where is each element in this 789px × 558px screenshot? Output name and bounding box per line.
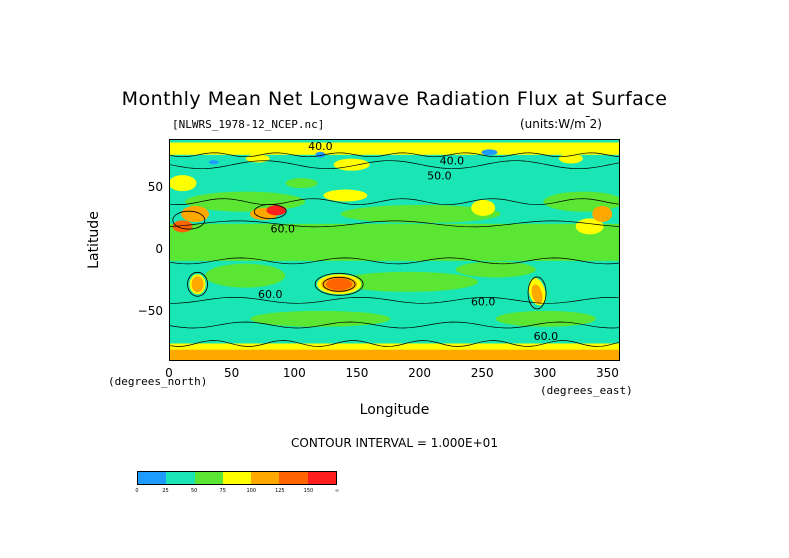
contour-line	[170, 160, 619, 170]
heatmap-region	[315, 151, 326, 158]
heatmap-region	[205, 263, 286, 288]
x-tick-label: 200	[408, 366, 431, 380]
contour-line	[170, 296, 619, 304]
heatmap-region	[170, 175, 197, 192]
colorbar-swatch	[251, 472, 280, 484]
colorbar-tick-label: 75	[219, 488, 226, 494]
contour-ring	[172, 210, 206, 230]
colorbar-tick-label: ∞	[334, 488, 340, 494]
heatmap-region	[266, 205, 287, 216]
contour-value-label: 60.0	[258, 288, 283, 301]
contour-line	[170, 321, 619, 329]
heatmap-region	[181, 206, 210, 222]
contour-line	[170, 220, 619, 228]
colorbar-swatch	[194, 472, 223, 484]
heatmap-region	[455, 261, 536, 278]
colorbar-tick-label: 100	[246, 488, 257, 494]
contour-ring	[527, 276, 547, 310]
heatmap-plot: 40.040.050.060.060.060.060.0	[170, 140, 619, 360]
colorbar-tick-label: 125	[275, 488, 285, 494]
heatmap-region	[208, 160, 219, 165]
colorbar-swatch	[307, 472, 336, 484]
heatmap-region	[326, 278, 353, 291]
colorbar-swatch	[166, 472, 195, 484]
contour-value-label: 60.0	[471, 295, 496, 308]
heatmap-band	[170, 349, 619, 360]
contour-line	[170, 198, 619, 206]
x-tick-label: 250	[470, 366, 494, 380]
x-tick-label: 350	[596, 366, 619, 380]
units-label: (units:W/m 2)	[520, 117, 602, 131]
x-axis-label: Longitude	[359, 402, 430, 418]
x-axis-units: (degrees_east)	[540, 384, 633, 397]
heatmap-region	[575, 218, 604, 235]
colorbar-tick-label: 25	[162, 488, 169, 494]
heatmap-region	[338, 271, 479, 292]
contour-line	[170, 257, 619, 265]
y-axis-label: Latitude	[86, 211, 102, 269]
chart-title: Monthly Mean Net Longwave Radiation Flux…	[121, 88, 668, 110]
heatmap-region	[250, 310, 391, 327]
heatmap-region	[333, 158, 370, 171]
contour-value-label: 40.0	[308, 140, 333, 153]
contour-value-label: 50.0	[427, 169, 452, 182]
contour-value-label: 60.0	[534, 330, 559, 343]
heatmap-region	[340, 205, 501, 223]
contour-line	[170, 340, 619, 347]
heatmap-region	[592, 206, 613, 222]
y-tick-label: 50	[147, 180, 163, 195]
contour-line	[170, 152, 619, 158]
contour-ring	[314, 272, 364, 296]
colorbar-swatch	[279, 472, 308, 484]
colorbar-swatch	[222, 472, 252, 484]
colorbar	[137, 471, 337, 485]
x-tick-label: 150	[345, 366, 369, 380]
file-label: [NLWRS_1978-12_NCEP.nc]	[172, 118, 325, 131]
colorbar-tick-label: 0	[135, 488, 139, 494]
contour-value-label: 60.0	[271, 223, 296, 236]
y-axis-units: (degrees_north)	[108, 375, 208, 388]
heatmap-region	[471, 199, 496, 216]
x-tick-label: 100	[282, 366, 306, 380]
heatmap-region	[531, 284, 543, 304]
contour-labels: 40.040.050.060.060.060.060.0	[258, 140, 558, 343]
heatmap-regions	[170, 142, 619, 360]
colorbar-tick-label: 150	[303, 488, 314, 494]
colorbar-tick-label: 50	[190, 488, 198, 494]
y-tick-label: −50	[137, 303, 163, 318]
heatmap-region	[191, 276, 204, 293]
colorbar-swatch	[138, 472, 167, 484]
y-tick-label: 0	[155, 242, 163, 256]
contour-ring	[322, 276, 356, 292]
heatmap-region	[481, 149, 498, 156]
x-tick-label: 300	[533, 366, 557, 380]
contour-ring	[187, 271, 208, 297]
contour-value-label: 40.0	[440, 155, 465, 168]
heatmap-band	[170, 142, 619, 155]
heatmap-region	[323, 189, 368, 202]
contour-interval-label: CONTOUR INTERVAL = 1.000E+01	[291, 436, 498, 450]
plot-area: 40.0 40.0 50.0 60.0 60.0 60.0 60.0	[169, 139, 620, 361]
x-tick-label: 50	[223, 366, 240, 380]
x-tick-label: 0	[165, 366, 173, 380]
contour-lines	[170, 152, 619, 347]
heatmap-region	[285, 178, 318, 189]
contour-ring	[253, 204, 287, 219]
heatmap-band	[170, 223, 619, 261]
heatmap-region	[558, 153, 583, 164]
